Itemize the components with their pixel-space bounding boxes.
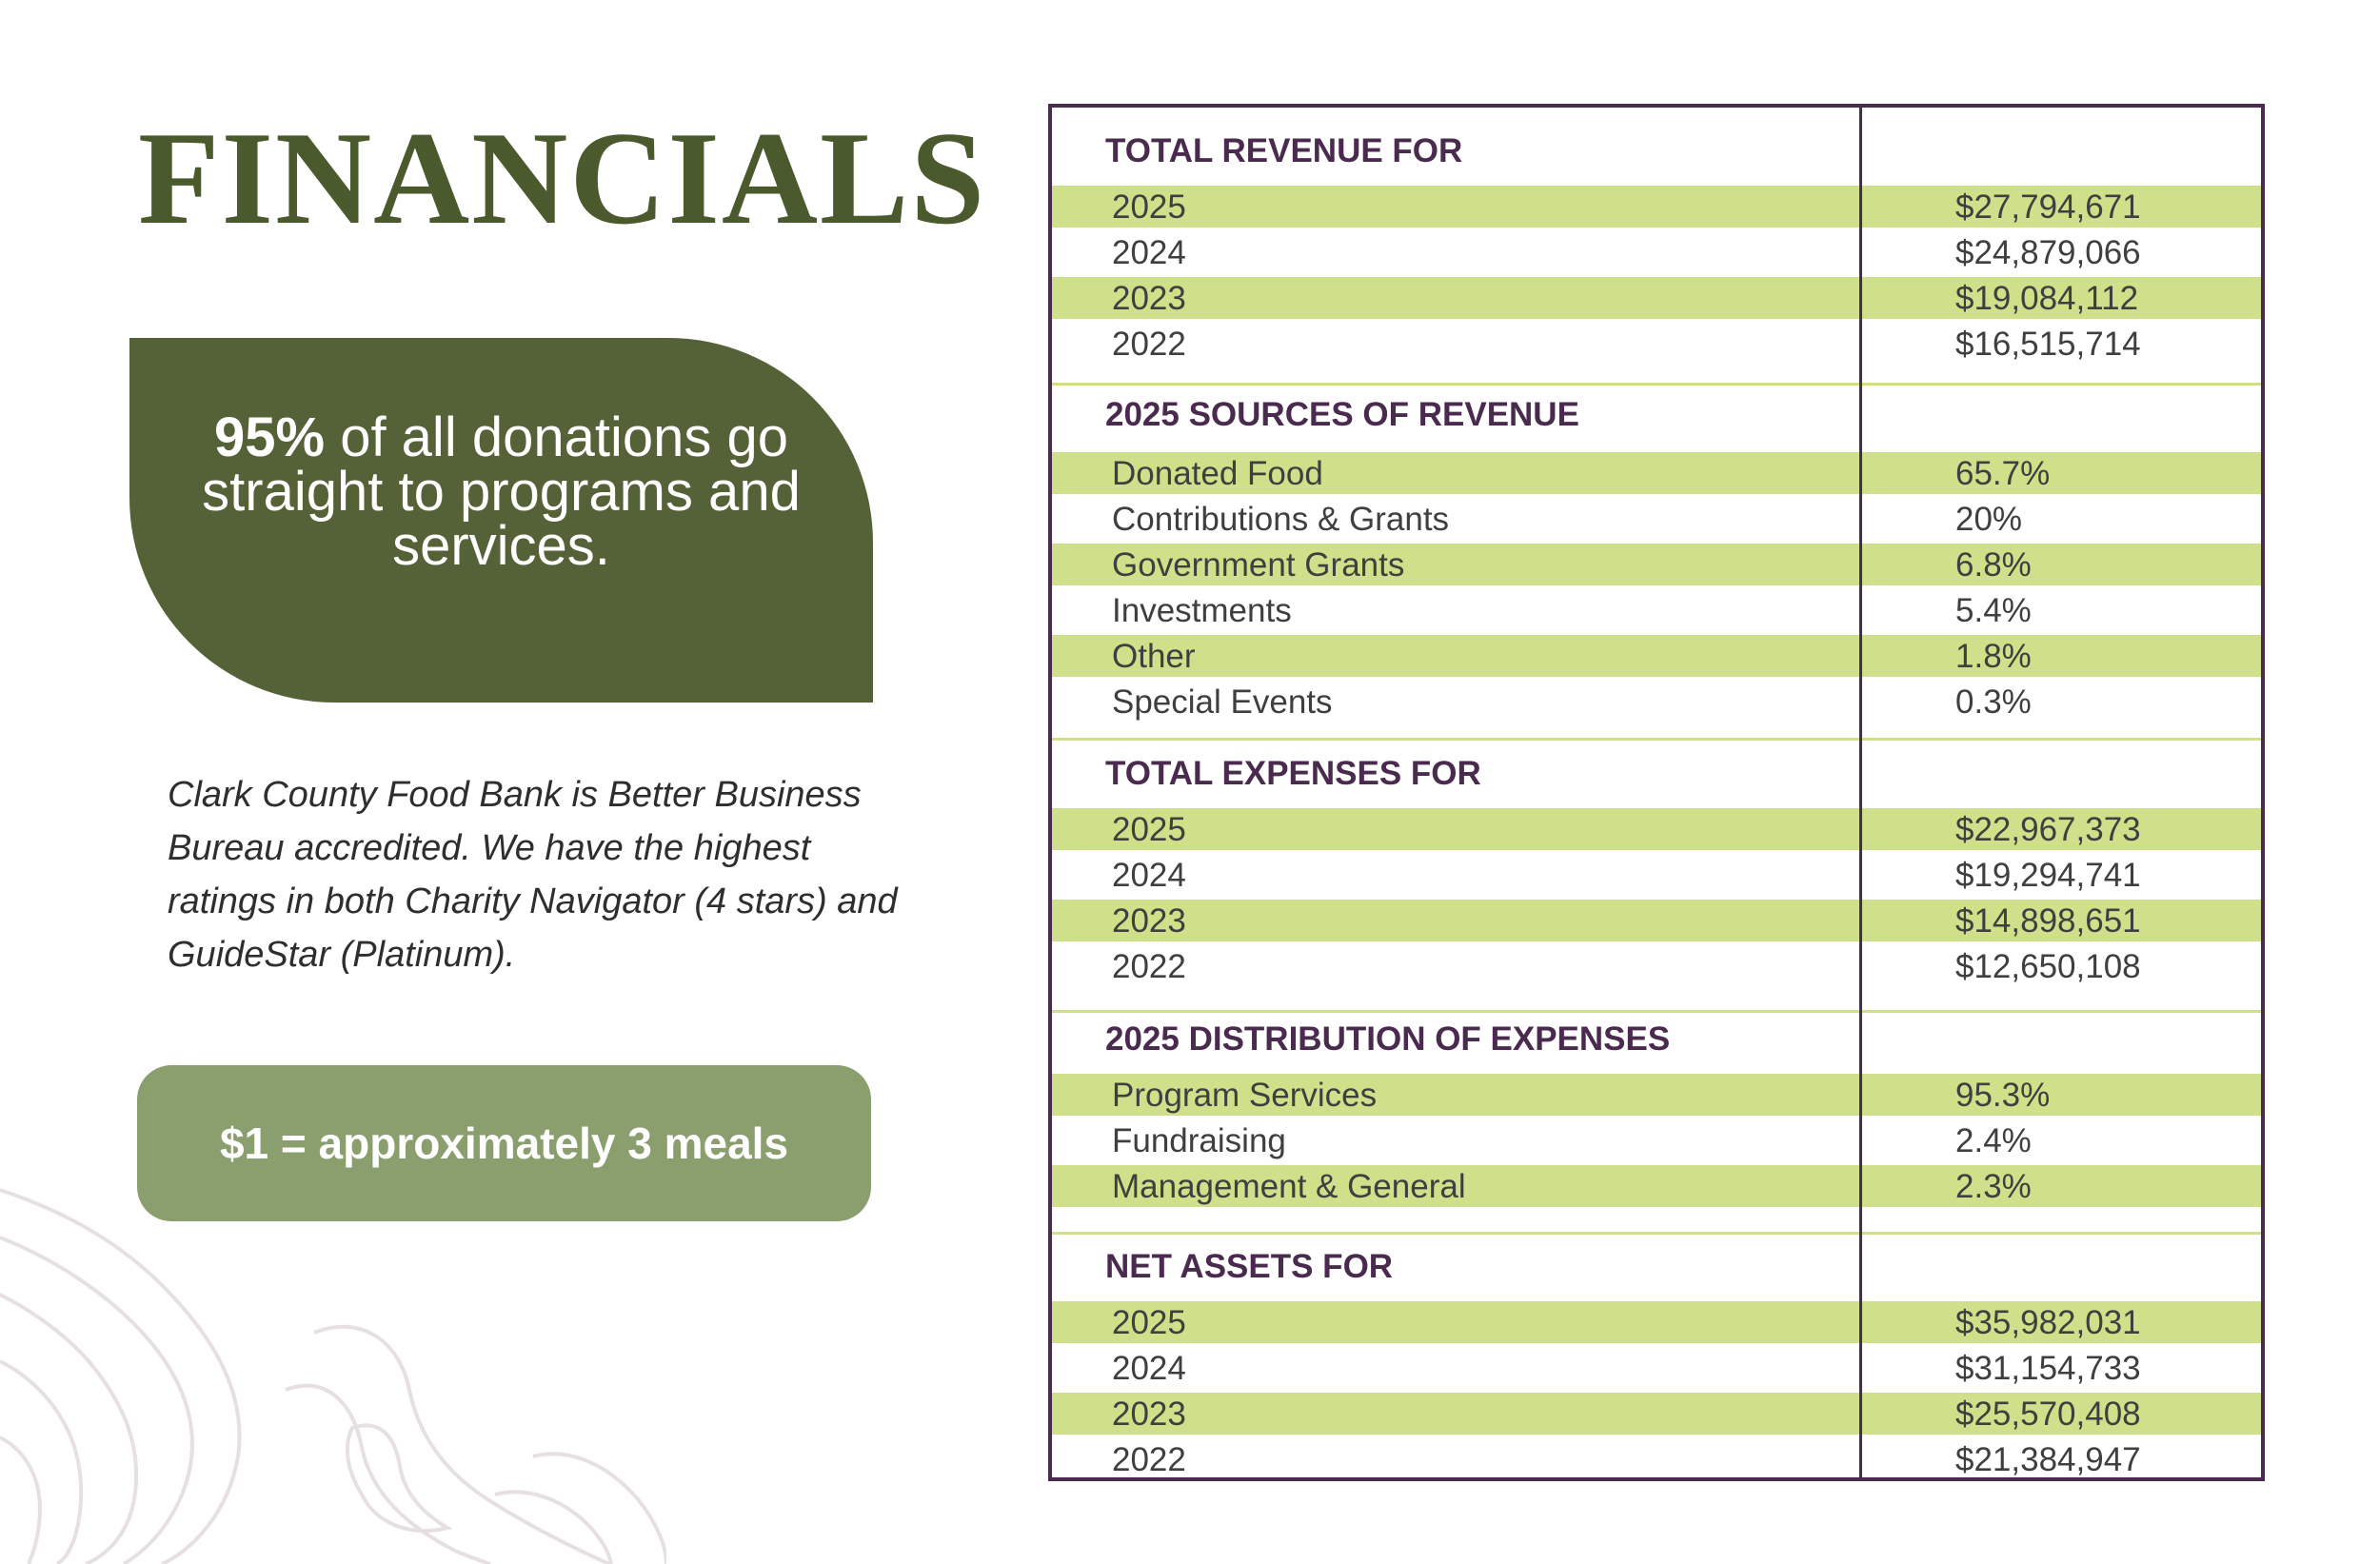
row-value: 0.3% — [1955, 683, 2032, 721]
row-value: $35,982,031 — [1955, 1304, 2141, 1341]
row-label: Fundraising — [1112, 1122, 1286, 1159]
table-row: Investments 5.4% — [1052, 589, 2261, 631]
row-label: 2023 — [1112, 1396, 1186, 1433]
row-label: Government Grants — [1112, 546, 1405, 584]
row-value: $21,384,947 — [1955, 1441, 2141, 1478]
donations-percent: 95% — [213, 406, 326, 468]
table-row: 2025 $35,982,031 — [1052, 1301, 2261, 1343]
row-value: 1.8% — [1955, 638, 2032, 675]
row-value: $27,794,671 — [1955, 188, 2141, 226]
row-label: 2023 — [1112, 280, 1186, 317]
row-label: Special Events — [1112, 683, 1333, 721]
row-value: 95.3% — [1955, 1077, 2051, 1114]
row-label: Other — [1112, 638, 1196, 675]
donations-callout: 95% of all donations go straight to prog… — [129, 338, 873, 703]
table-row: Other 1.8% — [1052, 635, 2261, 677]
row-value: 2.3% — [1955, 1168, 2032, 1205]
row-value: 20% — [1955, 501, 2023, 538]
row-value: $25,570,408 — [1955, 1396, 2141, 1433]
table-row: 2022 $12,650,108 — [1052, 945, 2261, 987]
table-row: 2024 $24,879,066 — [1052, 231, 2261, 273]
section-separator — [1052, 383, 2261, 386]
section-title: 2025 SOURCES OF REVENUE — [1105, 396, 1579, 433]
row-value: 5.4% — [1955, 592, 2032, 629]
section-title: TOTAL EXPENSES FOR — [1105, 755, 1481, 792]
meals-callout-text: $1 = approximately 3 meals — [219, 1119, 789, 1168]
financials-table: TOTAL REVENUE FOR 2025 $27,794,671 2024 … — [1048, 104, 2265, 1481]
row-label: 2022 — [1112, 326, 1186, 363]
meals-callout: $1 = approximately 3 meals — [137, 1065, 871, 1221]
accreditation-text: Clark County Food Bank is Better Busines… — [168, 775, 898, 975]
topographic-pattern-decoration — [0, 1188, 666, 1564]
table-row: 2024 $31,154,733 — [1052, 1347, 2261, 1389]
row-label: Contributions & Grants — [1112, 501, 1450, 538]
table-row: 2022 $21,384,947 — [1052, 1438, 2261, 1480]
row-label: 2025 — [1112, 1304, 1186, 1341]
table-row: Program Services 95.3% — [1052, 1074, 2261, 1116]
section-title: TOTAL REVENUE FOR — [1105, 132, 1463, 169]
section-separator — [1052, 1232, 2261, 1235]
table-row: Donated Food 65.7% — [1052, 452, 2261, 494]
row-label: 2022 — [1112, 1441, 1186, 1478]
table-row: 2023 $19,084,112 — [1052, 277, 2261, 319]
row-value: $19,294,741 — [1955, 857, 2141, 894]
table-row: 2025 $22,967,373 — [1052, 808, 2261, 850]
column-divider — [1859, 108, 1862, 1477]
table-row: 2023 $14,898,651 — [1052, 900, 2261, 941]
row-value: $22,967,373 — [1955, 811, 2141, 848]
table-row: Management & General 2.3% — [1052, 1165, 2261, 1207]
table-row: Contributions & Grants 20% — [1052, 498, 2261, 540]
row-value: 6.8% — [1955, 546, 2032, 584]
table-row: 2023 $25,570,408 — [1052, 1393, 2261, 1435]
donations-callout-body: of all donations go straight to programs… — [202, 406, 801, 577]
row-label: 2022 — [1112, 948, 1186, 985]
row-label: Management & General — [1112, 1168, 1466, 1205]
row-label: 2024 — [1112, 857, 1186, 894]
row-value: $14,898,651 — [1955, 902, 2141, 940]
section-title: 2025 DISTRIBUTION OF EXPENSES — [1105, 1020, 1671, 1058]
row-label: Program Services — [1112, 1077, 1378, 1114]
table-row: Special Events 0.3% — [1052, 681, 2261, 723]
row-label: 2025 — [1112, 188, 1186, 226]
row-label: 2023 — [1112, 902, 1186, 940]
section-title: NET ASSETS FOR — [1105, 1248, 1394, 1285]
row-label: Donated Food — [1112, 455, 1323, 492]
row-label: 2024 — [1112, 1350, 1186, 1387]
row-value: $24,879,066 — [1955, 234, 2141, 271]
table-row: Government Grants 6.8% — [1052, 544, 2261, 585]
section-separator — [1052, 738, 2261, 741]
page-title: FINANCIALS — [138, 105, 987, 252]
row-value: $19,084,112 — [1955, 280, 2139, 317]
row-label: 2024 — [1112, 234, 1186, 271]
row-value: 65.7% — [1955, 455, 2051, 492]
table-row: 2025 $27,794,671 — [1052, 186, 2261, 228]
row-value: $31,154,733 — [1955, 1350, 2141, 1387]
table-row: 2024 $19,294,741 — [1052, 854, 2261, 896]
section-separator — [1052, 1010, 2261, 1013]
row-value: 2.4% — [1955, 1122, 2032, 1159]
row-label: 2025 — [1112, 811, 1186, 848]
row-value: $16,515,714 — [1955, 326, 2141, 363]
row-label: Investments — [1112, 592, 1292, 629]
table-row: Fundraising 2.4% — [1052, 1119, 2261, 1161]
donations-callout-text: 95% of all donations go straight to prog… — [159, 410, 844, 574]
row-value: $12,650,108 — [1955, 948, 2141, 985]
table-row: 2022 $16,515,714 — [1052, 323, 2261, 365]
